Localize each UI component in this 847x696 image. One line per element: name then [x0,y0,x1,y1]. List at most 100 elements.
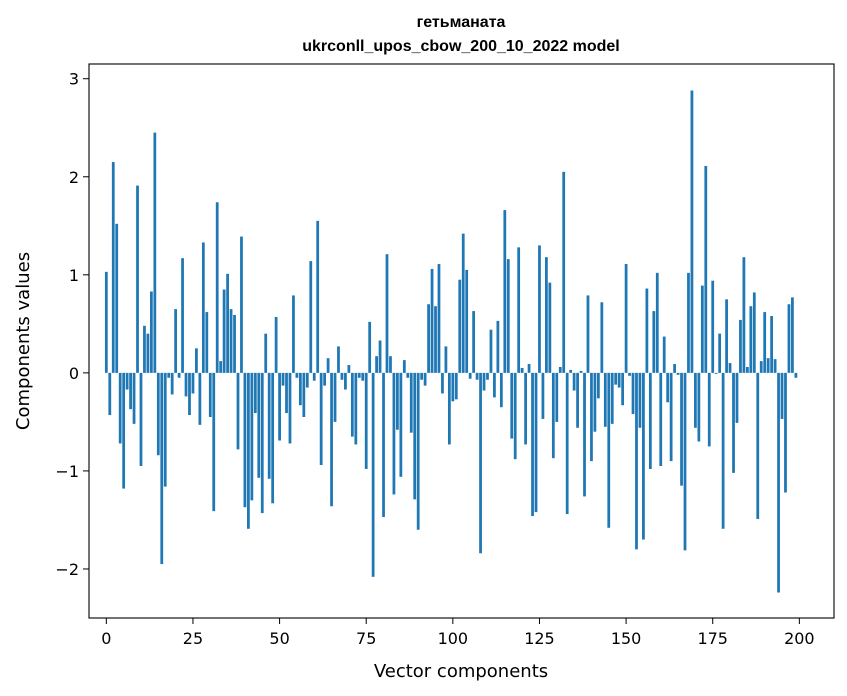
bar [382,372,385,518]
bar [136,185,139,373]
bar [260,372,264,514]
y-axis-label: Components values [13,252,34,430]
bar [638,372,642,428]
bar [143,325,146,373]
bar [434,306,437,373]
bar [181,258,184,373]
bar [794,372,798,378]
bar [621,372,625,406]
bar [759,361,763,373]
bar [791,297,794,373]
bar [673,364,676,373]
bar [468,372,472,379]
bar [739,319,742,373]
bar [541,372,545,419]
bar [648,372,652,469]
bar [344,372,347,390]
bar [309,261,313,373]
bar [416,372,420,530]
bar [333,372,337,422]
bar [392,372,396,495]
bar [773,359,777,373]
bar [430,268,434,373]
bar [278,372,281,441]
x-tick-label: 25 [183,629,203,648]
bar [690,90,694,373]
bar [659,372,663,467]
bar [264,333,268,373]
bar [680,372,683,486]
bar [617,372,621,388]
bar [347,365,351,373]
y-axis-ticks: −2 −1 0 1 2 3 [55,70,89,579]
bar [517,247,521,373]
bar [319,372,323,466]
bar [271,372,275,504]
bar [603,372,607,427]
bar [118,372,122,444]
bar [742,257,746,373]
bar [170,372,174,395]
bar [520,367,524,373]
bar [728,363,732,373]
bar [472,311,476,373]
bar [288,372,292,444]
bar [191,372,195,394]
bar [745,366,749,373]
bar [212,372,216,512]
bar [787,304,791,373]
bar [208,372,212,417]
bar [590,372,593,462]
bar [274,316,278,373]
bar [614,372,618,385]
bar [292,295,295,373]
bar [704,165,708,373]
x-tick-label: 75 [356,629,376,648]
bar [607,372,611,528]
bar [153,132,157,373]
x-axis-ticks: 0 25 50 75 100 125 150 175 200 [101,618,815,648]
bar [354,372,358,445]
bar [139,372,143,467]
bar [326,358,330,373]
bar [527,364,531,373]
bar [506,259,510,373]
bar [458,279,462,373]
bar [510,372,514,439]
bar [572,372,576,391]
bar [586,295,590,373]
bar [233,315,236,373]
bar [596,372,600,399]
bar [666,372,670,403]
x-tick-label: 200 [784,629,815,648]
bar [201,242,205,373]
bar [479,372,482,554]
bar [174,309,178,373]
bar [368,321,372,373]
bar [548,282,552,373]
bar [721,372,725,529]
bar [198,372,202,425]
bar [565,372,569,515]
bar [378,340,382,373]
bar [700,285,704,373]
x-tick-label: 150 [611,629,642,648]
bar [752,292,756,373]
bar [451,372,455,402]
bar [427,304,430,373]
bar [551,372,555,459]
bar [205,312,209,373]
bar [475,372,479,380]
bar [184,372,188,397]
bar [441,372,444,394]
bar [132,372,136,424]
bar [569,369,573,373]
bar [302,372,306,417]
bar [312,372,316,381]
bar [714,372,718,374]
bar [694,372,697,428]
bar [243,372,247,508]
bar [555,372,559,422]
bar [579,370,583,373]
bar [576,372,579,428]
